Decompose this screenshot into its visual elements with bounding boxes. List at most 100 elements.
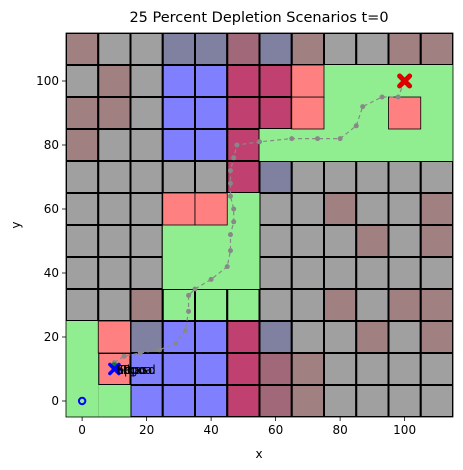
- path-point: [234, 142, 240, 148]
- path-point: [173, 340, 179, 346]
- grid-cell: [258, 256, 293, 290]
- grid-cell: [97, 96, 132, 130]
- plot-frame: [65, 32, 454, 418]
- grid-cell: [258, 96, 293, 130]
- x-tick-label: 60: [268, 423, 283, 437]
- grid-cell: [226, 288, 261, 322]
- grid-cell: [226, 320, 261, 354]
- chart-title: 25 Percent Depletion Scenarios t=0: [129, 10, 388, 26]
- safe-zone: [66, 321, 99, 417]
- grid-cell: [258, 352, 293, 386]
- grid-cell: [419, 352, 453, 386]
- grid-cell: [97, 224, 132, 258]
- path-point: [227, 232, 233, 238]
- path-point: [257, 139, 262, 145]
- path-point: [353, 123, 359, 129]
- grid-cell: [97, 416, 132, 417]
- hazard-cell: [291, 64, 325, 98]
- grid-cell: [97, 128, 132, 162]
- grid-cell: [97, 33, 132, 66]
- y-tick-label: 60: [44, 202, 59, 216]
- grid-cell: [97, 64, 132, 98]
- grid-cell: [129, 64, 164, 98]
- grid-cell: [66, 33, 100, 66]
- grid-cell: [419, 320, 453, 354]
- grid-cell: [387, 352, 422, 386]
- grid-cell: [355, 352, 390, 386]
- grid-cell: [323, 256, 358, 290]
- path-point: [157, 347, 163, 353]
- grid-cell: [419, 256, 453, 290]
- x-axis-ticks: 0 20 40 60 80 100: [78, 417, 416, 437]
- grid-cell: [161, 320, 196, 354]
- grid-cell: [66, 160, 100, 194]
- hazard-cell: [291, 96, 325, 130]
- grid-cell: [355, 384, 390, 417]
- grid-cell: [258, 320, 293, 354]
- grid-cell: [161, 128, 196, 162]
- grid-cell: [290, 320, 325, 354]
- grid-cell: [161, 384, 196, 417]
- grid-cell: [290, 256, 325, 290]
- grid-cell: [66, 128, 100, 162]
- grid-cell: [97, 160, 132, 194]
- path-point: [360, 104, 366, 110]
- path-point: [289, 136, 295, 142]
- grid-cell: [161, 416, 196, 417]
- grid-cell: [226, 96, 261, 130]
- x-tick-label: 100: [393, 423, 416, 437]
- grid-cell: [129, 96, 164, 130]
- grid-cell: [290, 288, 325, 322]
- y-tick-label: 0: [51, 394, 59, 408]
- marker-annotation: Pbaso: [120, 363, 156, 377]
- grid-cell: [66, 96, 100, 130]
- grid-cell: [97, 256, 132, 290]
- grid-cell: [323, 288, 358, 322]
- grid-cell: [194, 128, 229, 162]
- grid-cell: [129, 256, 164, 290]
- path-point: [137, 350, 143, 356]
- grid-cell: [226, 416, 261, 417]
- grid-cell: [97, 192, 132, 226]
- grid-cell: [419, 416, 453, 417]
- grid-cell: [290, 384, 325, 417]
- grid-cell: [129, 192, 164, 226]
- x-tick-label: 40: [203, 423, 218, 437]
- grid-cell: [129, 384, 164, 417]
- grid-cell: [258, 224, 293, 258]
- path-point: [231, 219, 237, 225]
- grid-cell: [161, 64, 196, 98]
- y-axis-label: y: [9, 221, 23, 228]
- grid-cell: [387, 288, 422, 322]
- grid-cell: [226, 64, 261, 98]
- path-point: [227, 180, 233, 186]
- x-tick-label: 0: [78, 423, 86, 437]
- grid-cell: [258, 33, 293, 66]
- path-point: [395, 94, 401, 100]
- grid-cell: [290, 160, 325, 194]
- grid-cell: [355, 192, 390, 226]
- hazard-cell: [194, 192, 228, 226]
- grid-cell: [290, 416, 325, 417]
- grid-cell: [226, 384, 261, 417]
- x-tick-label: 80: [332, 423, 347, 437]
- start-marker: [77, 396, 87, 406]
- grid-cell: [194, 160, 229, 194]
- grid-cell: [290, 192, 325, 226]
- grid-cell: [323, 160, 358, 194]
- grid-cell: [323, 384, 358, 417]
- grid-cell: [323, 33, 358, 66]
- grid-cell: [355, 288, 390, 322]
- grid-cell: [419, 384, 453, 417]
- hazard-cell: [162, 192, 196, 226]
- grid-cell: [258, 288, 293, 322]
- y-axis-ticks: 0 20 40 60 80 100: [36, 74, 66, 408]
- grid-cell: [129, 33, 164, 66]
- grid-cell: [323, 224, 358, 258]
- grid-cell: [66, 288, 100, 322]
- grid-cell: [387, 33, 422, 66]
- grid-cell: [194, 320, 229, 354]
- agent-x-marker: [108, 362, 121, 376]
- grid-cell: [161, 352, 196, 386]
